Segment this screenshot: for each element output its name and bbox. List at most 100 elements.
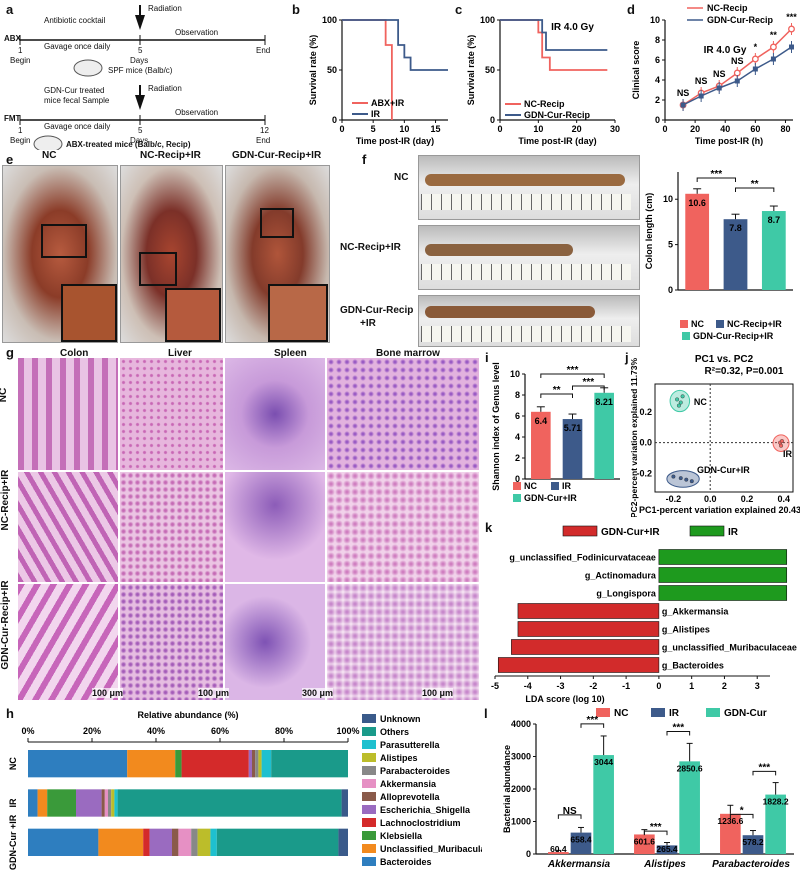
significance-marker: NS — [677, 88, 690, 98]
bar-ir — [742, 835, 764, 854]
sample-point — [680, 394, 685, 399]
y-tick-label: 8 — [515, 390, 520, 400]
stack-segment-klebsiella — [175, 750, 182, 778]
bar-nc — [685, 193, 710, 290]
taxon-label: g_Actinomadura — [585, 571, 657, 581]
bar-gdn-cur+ir — [594, 392, 614, 479]
bar-ir — [656, 845, 678, 854]
legend-swatch — [513, 494, 521, 502]
chart-b-survival-abx: 0 50 100 0 5 10 15 Time post-IR (day) Survival r… — [308, 15, 448, 146]
colon-photo-gdn — [418, 295, 640, 347]
ruler — [421, 326, 631, 342]
y-axis-label: Colon length (cm) — [644, 193, 654, 270]
stack-segment-alistipes — [111, 789, 115, 817]
significance-marker: *** — [710, 169, 722, 180]
x-tick-label: -3 — [557, 681, 565, 691]
bar-value-label: 10.6 — [688, 198, 706, 208]
y-axis-label: Shannon index of Genus level — [491, 362, 501, 491]
y-tick-label: 1000 — [511, 817, 531, 827]
score-point — [751, 55, 759, 63]
legend-label: Parabacteroides — [380, 766, 450, 776]
sample-point — [678, 476, 683, 481]
lda-bar — [511, 639, 660, 655]
bar-gdn-cur — [593, 755, 614, 854]
bar-value-label: 578.2 — [742, 837, 764, 847]
bar-value-label: 658.4 — [570, 835, 592, 845]
stack-segment-escherichia_shigella — [248, 750, 252, 778]
colon-sample — [425, 306, 595, 318]
x-axis-label: Time post-IR (day) — [518, 136, 596, 146]
x-tick-label: -0.2 — [666, 494, 682, 504]
chart-title: IR 4.0 Gy — [704, 45, 747, 56]
taxon-label: g_Alistipes — [662, 625, 710, 635]
photo-label-nc-recip: NC-Recip+IR — [140, 150, 201, 161]
stack-segment-alloprevotella — [101, 789, 105, 817]
x-tick-label: 20 — [690, 124, 700, 134]
panel-letter-c: c — [455, 2, 463, 17]
histo-col-bone-marrow: Bone marrow — [376, 348, 440, 359]
y-tick-label: 100 — [322, 15, 337, 25]
chart-title: PC1 vs. PC2 — [695, 354, 754, 365]
abx-end: End — [256, 46, 271, 55]
legend-label: Akkermansia — [380, 779, 437, 789]
panel-letter-a: a — [6, 2, 14, 17]
legend-swatch — [362, 805, 376, 814]
abx-t5: 5 — [138, 46, 143, 55]
x-tick-label: 2 — [722, 681, 727, 691]
significance-marker: *** — [586, 715, 598, 726]
legend-swatch — [706, 708, 720, 717]
legend-label: Alloprevotella — [380, 792, 441, 802]
chart-h-relative-abundance: Relative abundance (%) 0% 20% 40% 60% 80% 100%… — [8, 710, 482, 870]
y-tick-label: 4000 — [511, 719, 531, 729]
bar-nc — [720, 813, 741, 854]
bar-gdn-cur — [679, 761, 700, 854]
bar-value-label: 5.71 — [564, 423, 582, 433]
he-stain-image — [225, 584, 325, 700]
taxon-label: g_unclassified_Muribaculaceae — [662, 643, 797, 653]
lda-bar — [658, 585, 788, 601]
score-point — [716, 85, 722, 91]
photo-zoom-inset — [165, 288, 221, 342]
y-tick-label: -0.2 — [636, 468, 652, 478]
bar-value-label: 1236.6 — [717, 816, 743, 826]
bar-value-label: 265.4 — [656, 844, 678, 854]
scalebar-liver: 100 μm — [198, 688, 230, 698]
score-point — [680, 102, 686, 108]
stack-segment-unclassified_muribaculaceae — [37, 789, 48, 817]
mouse-photo-nc-recip — [120, 165, 223, 343]
fmt-line1b: mice fecal Sample — [44, 96, 110, 105]
chart-subtitle: R²=0.32, P=0.001 — [705, 366, 784, 377]
bar-ir — [562, 419, 583, 479]
stack-segment-klebsiella — [47, 789, 76, 817]
x-axis-label: Time post-IR (day) — [356, 136, 434, 146]
y-tick-label: 0 — [490, 115, 495, 125]
x-axis-label: Time post-IR (h) — [695, 136, 763, 146]
category-label: Alistipes — [643, 859, 686, 870]
stack-segment-akkermansia — [104, 789, 108, 817]
legend-label: Parasutterella — [380, 740, 441, 750]
sample-point — [779, 443, 784, 448]
abx-line2: Gavage once daily — [44, 42, 111, 51]
legend-label: Bacteroides — [380, 857, 432, 867]
stack-segment-lachnoclostridium — [181, 750, 249, 778]
cluster-label: NC — [694, 397, 707, 407]
sample-point — [779, 439, 784, 444]
y-axis-label: Survival rate (%) — [308, 35, 318, 106]
bar-ir — [570, 832, 592, 854]
x-axis-label: PC1-percent variation explained 20.43% — [639, 505, 800, 515]
y-tick-label: 10 — [510, 369, 520, 379]
legend-swatch — [362, 857, 376, 866]
photo-zoom-inset — [61, 284, 117, 342]
fmt-line1: GDN-Cur treated — [44, 86, 105, 95]
cluster-ellipse — [666, 470, 700, 488]
lda-bar — [517, 621, 660, 637]
photo-zoom-inset — [268, 284, 328, 342]
legend-label: GDN-Cur-Recip — [524, 110, 591, 120]
fmt-mice: ABX-treated mice (Balb/c, Recip) — [66, 140, 191, 149]
legend-swatch — [362, 831, 376, 840]
stack-segment-bacteroides — [28, 750, 128, 778]
legend-label: NC — [524, 481, 537, 491]
stack-segment-unknown — [338, 828, 348, 856]
y-tick-label: 2 — [515, 453, 520, 463]
legend-swatch — [362, 792, 376, 801]
